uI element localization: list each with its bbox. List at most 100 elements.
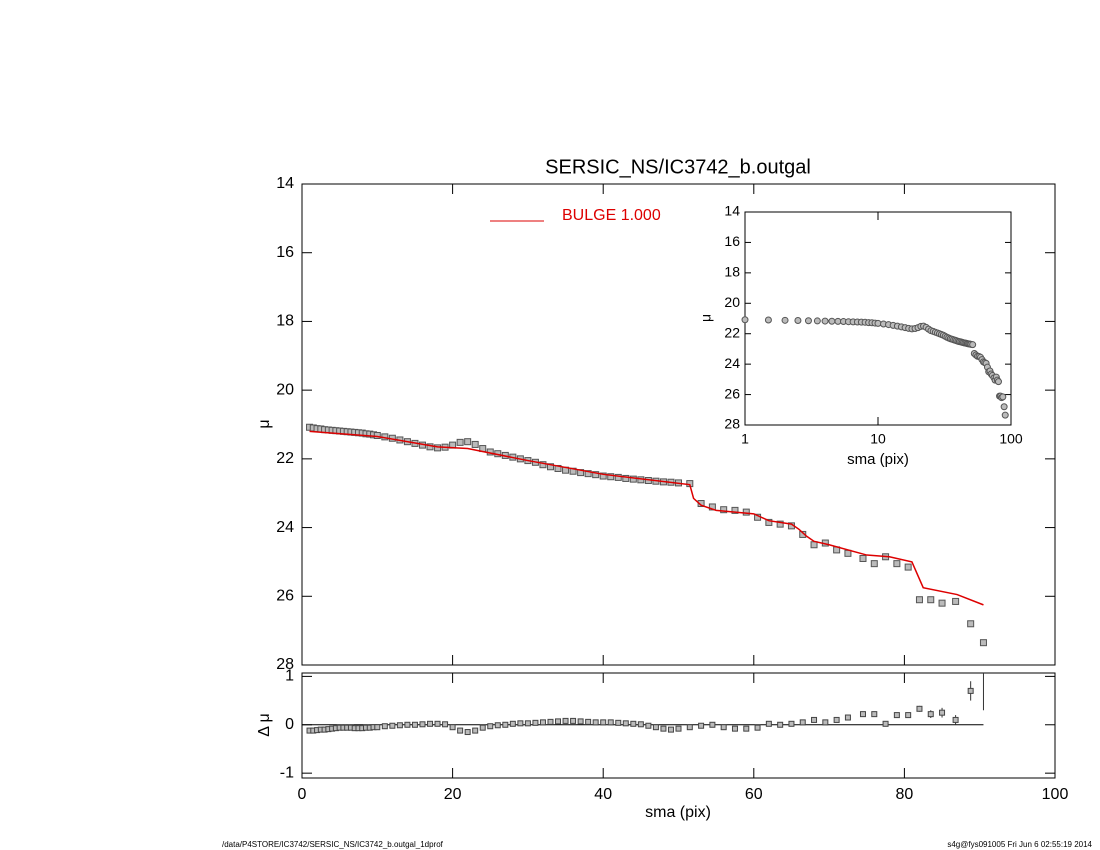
y-tick-label: 22 — [276, 450, 294, 467]
residual-point — [967, 687, 974, 694]
data-point — [810, 541, 818, 549]
residual-point — [743, 725, 750, 732]
inset-point — [781, 316, 789, 324]
residual-point — [844, 714, 851, 721]
residual-point — [630, 720, 637, 727]
residual-point — [457, 727, 464, 734]
residual-point — [777, 721, 784, 728]
residual-point — [411, 721, 418, 728]
residual-point — [893, 712, 900, 719]
residual-point — [419, 721, 426, 728]
residual-point — [927, 711, 934, 718]
residual-point — [720, 724, 727, 731]
y-tick-label: 24 — [276, 519, 294, 536]
residual-point — [577, 718, 584, 725]
inset-point — [994, 378, 1002, 386]
inset-frame — [744, 211, 1012, 426]
residual-point — [799, 719, 806, 726]
residual-point — [509, 720, 516, 727]
data-point — [859, 554, 867, 562]
residual-point — [434, 720, 441, 727]
footer-right: s4g@fys091005 Fri Jun 6 02:55:19 2014 — [947, 840, 1092, 849]
inset-point — [804, 317, 812, 325]
residual-point — [660, 725, 667, 732]
y-tick-label: -1 — [280, 764, 294, 781]
data-point — [539, 461, 547, 469]
x-tick-label: 0 — [298, 786, 307, 803]
inset-point — [764, 316, 772, 324]
residual-point — [381, 723, 388, 730]
residual-point — [871, 711, 878, 718]
data-point — [967, 620, 975, 628]
data-point — [629, 475, 637, 483]
inset-y-tick-label: 26 — [724, 385, 740, 401]
residual-point — [686, 724, 693, 731]
residual-point — [404, 721, 411, 728]
data-point — [870, 560, 878, 568]
inset-point — [813, 317, 821, 325]
residual-point — [952, 716, 959, 723]
residual-frame — [301, 672, 1056, 779]
residual-point — [859, 711, 866, 718]
residual-point — [479, 724, 486, 731]
model-line — [309, 430, 984, 606]
data-point — [776, 520, 784, 528]
data-point — [592, 471, 600, 479]
residual-point — [517, 720, 524, 727]
chart-title: SERSIC_NS/IC3742_b.outgal — [545, 156, 811, 178]
x-tick-label: 20 — [444, 786, 462, 803]
inset-point — [821, 317, 829, 325]
residual-point — [389, 722, 396, 729]
residual-point — [939, 709, 946, 716]
inset-point — [969, 341, 977, 349]
data-point — [622, 474, 630, 482]
data-point — [765, 518, 773, 526]
inset-point — [741, 316, 749, 324]
data-point — [546, 463, 554, 471]
residual-point — [555, 718, 562, 725]
residual-point — [562, 717, 569, 724]
y-tick-label: 20 — [276, 381, 294, 398]
residual-point — [442, 721, 449, 728]
residual-point — [615, 719, 622, 726]
inset-y-label: μ — [698, 314, 714, 322]
residual-point — [652, 724, 659, 731]
residual-point — [524, 720, 531, 727]
inset-y-tick-label: 14 — [724, 203, 740, 219]
data-point — [915, 596, 923, 604]
residual-point — [487, 723, 494, 730]
residual-plot — [302, 655, 986, 736]
residual-point — [981, 655, 986, 660]
data-point — [979, 639, 987, 647]
residual-point — [905, 712, 912, 719]
x-tick-label: 60 — [745, 786, 763, 803]
data-point — [742, 508, 750, 516]
residual-point — [822, 719, 829, 726]
data-point — [904, 563, 912, 571]
inset-point — [794, 316, 802, 324]
inset-y-tick-label: 16 — [724, 233, 740, 249]
residual-point — [547, 718, 554, 725]
residual-point — [464, 729, 471, 736]
data-point — [938, 599, 946, 607]
residual-point — [585, 718, 592, 725]
y-tick-label: 16 — [276, 244, 294, 261]
inset-x-tick-label: 100 — [999, 431, 1023, 447]
residual-point — [539, 719, 546, 726]
residual-point — [592, 719, 599, 726]
data-point — [464, 438, 472, 446]
inset-point — [1000, 403, 1008, 411]
residual-point — [765, 720, 772, 727]
residual-point — [396, 722, 403, 729]
residual-point — [449, 724, 456, 731]
data-point — [373, 431, 381, 439]
main-frame — [301, 183, 1056, 666]
y-tick-label: 1 — [285, 668, 294, 685]
inset-x-label: sma (pix) — [847, 451, 909, 468]
x-tick-label: 80 — [896, 786, 914, 803]
residual-point — [645, 722, 652, 729]
data-point — [893, 560, 901, 568]
y-tick-label: 14 — [276, 175, 294, 192]
residual-point — [494, 722, 501, 729]
data-point — [799, 530, 807, 538]
